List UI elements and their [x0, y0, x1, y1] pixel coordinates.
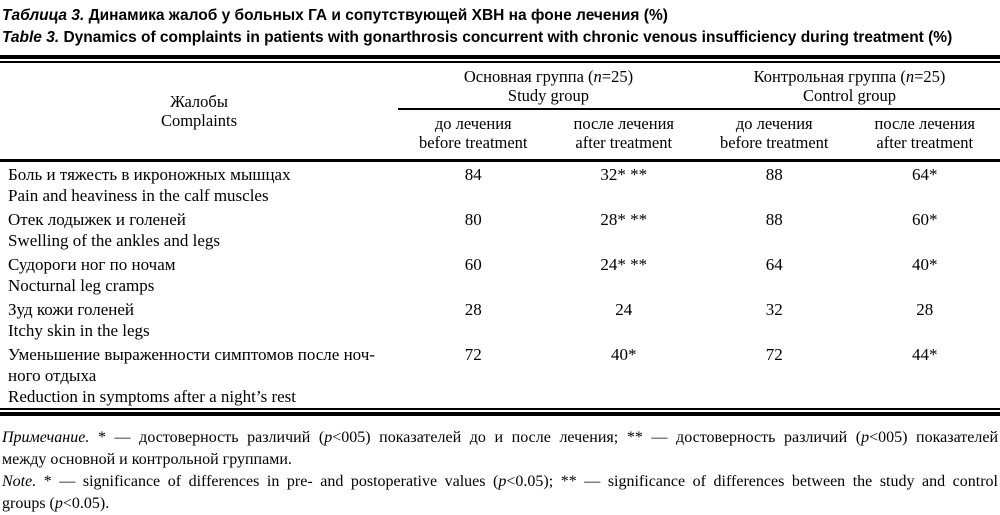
- value-cell: 60: [398, 254, 549, 275]
- value-cell: 88: [699, 164, 850, 185]
- value-cell: 72: [699, 344, 850, 365]
- table-caption-en: Table 3. Dynamics of complaints in patie…: [2, 27, 996, 49]
- complaint-ru: Боль и тяжесть в икроножных мышцах: [8, 164, 398, 185]
- value-cell: 32: [699, 299, 850, 320]
- value-cell: 72: [398, 344, 549, 365]
- complaint-label: Зуд кожи голеней Itchy skin in the legs: [0, 299, 398, 341]
- group-header-row: Основная группа (n=25) Study group Контр…: [398, 63, 1000, 108]
- group-header-study-en: Study group: [398, 86, 699, 105]
- complaint-label: Уменьшение выраженности симптомов после …: [0, 344, 398, 407]
- table-top-rule: [0, 55, 1000, 63]
- footnote-ru-line-1: Примечание. * — достоверность различий (…: [2, 427, 998, 449]
- column-header-complaints: Жалобы Complaints: [0, 63, 398, 159]
- subcolumn-ru: до лечения: [699, 114, 850, 133]
- value-cell: 60*: [850, 209, 1000, 230]
- value-cell: 80: [398, 209, 549, 230]
- group-header-control-ru: Контрольная группа (n=25): [699, 67, 1000, 86]
- table-body: Боль и тяжесть в икроножных мышцах Pain …: [0, 162, 1000, 408]
- table-caption-ru: Таблица 3. Динамика жалоб у больных ГА и…: [2, 5, 996, 27]
- complaint-ru: Зуд кожи голеней: [8, 299, 398, 320]
- complaint-en: Reduction in symptoms after a night’s re…: [8, 386, 398, 407]
- column-header-complaints-ru: Жалобы: [170, 92, 228, 111]
- complaint-label: Отек лодыжек и голеней Swelling of the a…: [0, 209, 398, 251]
- value-cell: 40*: [850, 254, 1000, 275]
- complaint-label: Судороги ног по ночам Nocturnal leg cram…: [0, 254, 398, 296]
- value-cell: 84: [398, 164, 549, 185]
- table-bottom-rule: [0, 408, 1000, 416]
- table-header: Жалобы Complaints Основная группа (n=25)…: [0, 63, 1000, 159]
- subcolumn-ru: до лечения: [398, 114, 549, 133]
- subcolumn-header-row: до лечения before treatment после лечени…: [398, 110, 1000, 159]
- group-header-study-ru: Основная группа (n=25): [398, 67, 699, 86]
- subcolumn-ru: после лечения: [549, 114, 700, 133]
- complaint-ru: Судороги ног по ночам: [8, 254, 398, 275]
- subcolumn-en: before treatment: [398, 133, 549, 152]
- table-caption: Таблица 3. Динамика жалоб у больных ГА и…: [0, 0, 1000, 49]
- footnote-en-line-1: Note. * — significance of differences in…: [2, 471, 998, 493]
- footnote: Примечание. * — достоверность различий (…: [0, 427, 1000, 515]
- subcolumn-en: before treatment: [699, 133, 850, 152]
- complaint-ru: Отек лодыжек и голеней: [8, 209, 398, 230]
- complaint-en: Swelling of the ankles and legs: [8, 230, 398, 251]
- subcolumn-ru: после лечения: [850, 114, 1000, 133]
- table-row: Зуд кожи голеней Itchy skin in the legs …: [0, 297, 1000, 342]
- data-table: Жалобы Complaints Основная группа (n=25)…: [0, 55, 1000, 416]
- subcolumn-header-after-treatment-control: после лечения after treatment: [850, 110, 1000, 159]
- value-cell: 64: [699, 254, 850, 275]
- value-cell: 24* **: [549, 254, 700, 275]
- table-row: Судороги ног по ночам Nocturnal leg cram…: [0, 252, 1000, 297]
- group-headers-area: Основная группа (n=25) Study group Контр…: [398, 63, 1000, 159]
- subcolumn-en: after treatment: [549, 133, 700, 152]
- value-cell: 32* **: [549, 164, 700, 185]
- value-cell: 88: [699, 209, 850, 230]
- group-header-control: Контрольная группа (n=25) Control group: [699, 63, 1000, 108]
- table-row: Уменьшение выраженности симптомов после …: [0, 342, 1000, 408]
- value-cell: 64*: [850, 164, 1000, 185]
- footnote-ru-line-2: между основной и контрольной группами.: [2, 449, 998, 471]
- subcolumn-header-before-treatment-study: до лечения before treatment: [398, 110, 549, 159]
- complaint-en: Itchy skin in the legs: [8, 320, 398, 341]
- value-cell: 28: [398, 299, 549, 320]
- footnote-en-line-2: groups (p<0.05).: [2, 493, 998, 515]
- subcolumn-en: after treatment: [850, 133, 1000, 152]
- subcolumn-header-before-treatment-control: до лечения before treatment: [699, 110, 850, 159]
- complaint-ru: Уменьшение выраженности симптомов после …: [8, 344, 398, 386]
- group-header-control-en: Control group: [699, 86, 1000, 105]
- complaint-en: Nocturnal leg cramps: [8, 275, 398, 296]
- value-cell: 24: [549, 299, 700, 320]
- subcolumn-header-after-treatment-study: после лечения after treatment: [549, 110, 700, 159]
- table-row: Боль и тяжесть в икроножных мышцах Pain …: [0, 162, 1000, 207]
- value-cell: 40*: [549, 344, 700, 365]
- value-cell: 28: [850, 299, 1000, 320]
- column-header-complaints-en: Complaints: [161, 111, 237, 130]
- group-header-study: Основная группа (n=25) Study group: [398, 63, 699, 108]
- complaint-label: Боль и тяжесть в икроножных мышцах Pain …: [0, 164, 398, 206]
- value-cell: 44*: [850, 344, 1000, 365]
- complaint-en: Pain and heaviness in the calf muscles: [8, 185, 398, 206]
- table-row: Отек лодыжек и голеней Swelling of the a…: [0, 207, 1000, 252]
- value-cell: 28* **: [549, 209, 700, 230]
